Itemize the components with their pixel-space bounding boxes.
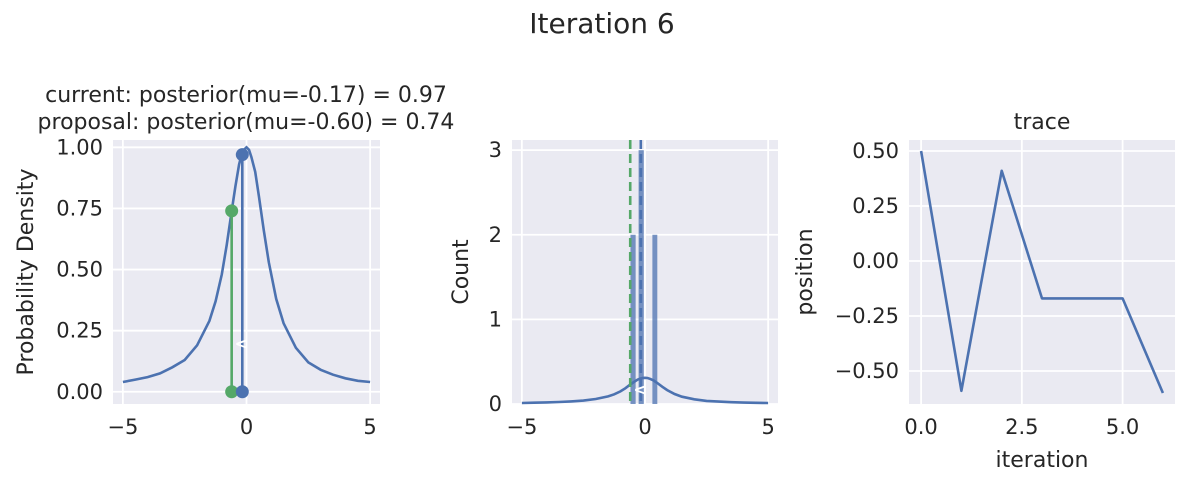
histogram-bar (652, 234, 658, 404)
trace-ytick-label: −0.25 (835, 304, 899, 328)
histogram-marks: < (521, 140, 769, 405)
histogram-ytick-label: 0 (489, 392, 502, 416)
histogram-ytick-label: 3 (489, 138, 502, 162)
histogram-ytick-label: 1 (489, 307, 502, 331)
trace-grid (909, 140, 1175, 404)
posterior-ylabel: Probability Density (14, 169, 39, 376)
trace-xtick-label: 0.0 (904, 415, 937, 439)
figure-suptitle: Iteration 6 (529, 7, 674, 40)
histogram-ylabel: Count (449, 239, 474, 305)
proposal-point (225, 204, 239, 218)
posterior-arrow-label: < (235, 334, 248, 353)
proposal-base-point (225, 385, 239, 399)
posterior-title-line-1: current: posterior(mu=-0.17) = 0.97 (45, 83, 447, 108)
posterior-ytick-label: 1.00 (56, 135, 103, 159)
posterior-tick-labels: −5 0 5 0.00 0.25 0.50 0.75 1.00 (56, 135, 377, 439)
trace-xlabel: iteration (996, 448, 1089, 473)
trace-xtick-label: 2.5 (1005, 415, 1038, 439)
posterior-marks: < (122, 145, 371, 399)
posterior-title-line-2: proposal: posterior(mu=-0.60) = 0.74 (38, 110, 455, 135)
trace-line (919, 150, 1165, 394)
posterior-curve (122, 145, 371, 384)
trace-tick-labels: 0.0 2.5 5.0 0.50 0.25 0.00 −0.25 −0.50 (835, 139, 1140, 439)
histogram-arrow-label: < (633, 380, 646, 399)
trace-ytick-label: 0.25 (852, 194, 899, 218)
trace-plot-area (909, 140, 1175, 404)
trace-ytick-label: 0.50 (852, 139, 899, 163)
trace-marks (919, 150, 1165, 394)
posterior-xtick-label: 5 (363, 415, 376, 439)
trace-xtick-label: 5.0 (1106, 415, 1139, 439)
histogram-grid (512, 140, 778, 405)
posterior-ytick-label: 0.00 (56, 380, 103, 404)
histogram-xtick-label: 5 (761, 415, 774, 439)
histogram-bar (630, 234, 636, 404)
posterior-ytick-label: 0.75 (56, 196, 103, 220)
histogram-density-curve (521, 376, 769, 405)
current-point (235, 148, 249, 162)
histogram-ytick-label: 2 (489, 223, 502, 247)
posterior-ytick-label: 0.50 (56, 258, 103, 282)
posterior-ytick-label: 0.25 (56, 319, 103, 343)
histogram-xtick-label: 0 (638, 415, 651, 439)
trace-title: trace (1014, 110, 1071, 135)
posterior-grid (113, 140, 380, 404)
posterior-panel: −5 0 5 0.00 0.25 0.50 0.75 1.00 current: poster… (14, 83, 454, 439)
trace-ylabel: position (793, 228, 818, 315)
histogram-bar (638, 150, 644, 404)
trace-ytick-label: 0.00 (852, 249, 899, 273)
trace-panel: 0.0 2.5 5.0 0.50 0.25 0.00 −0.25 −0.50 trace it… (793, 110, 1175, 473)
posterior-xtick-label: 0 (240, 415, 253, 439)
histogram-xtick-label: −5 (506, 415, 537, 439)
trace-ytick-label: −0.50 (835, 359, 899, 383)
posterior-xtick-label: −5 (107, 415, 138, 439)
current-base-point (235, 385, 249, 399)
